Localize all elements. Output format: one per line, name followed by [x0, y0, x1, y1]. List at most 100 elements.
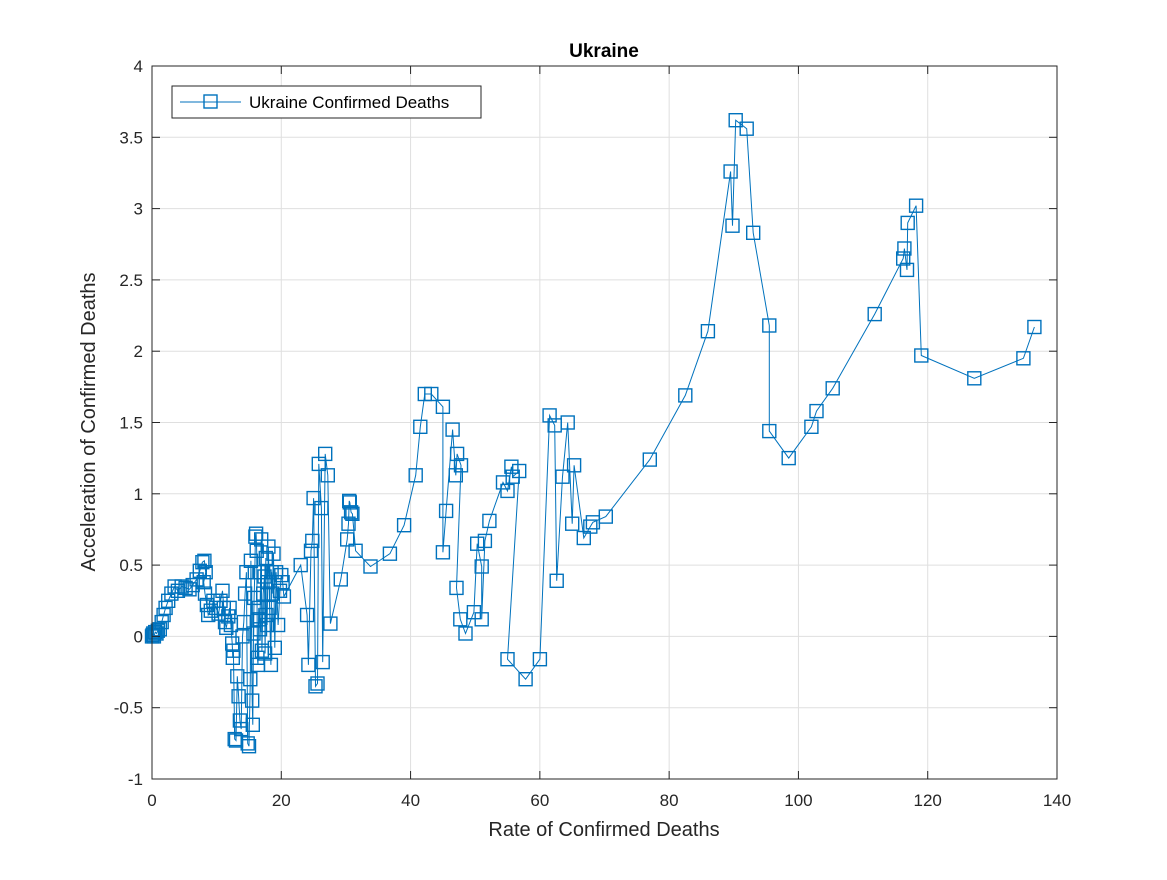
- data-point: [342, 495, 357, 510]
- data-point: [333, 572, 348, 587]
- data-point: [598, 509, 613, 524]
- chart-title: Ukraine: [569, 41, 639, 62]
- data-point: [256, 586, 271, 601]
- legend-marker-square: [203, 94, 218, 109]
- data-point: [396, 518, 412, 533]
- data-point: [896, 251, 911, 266]
- data-point: [235, 629, 250, 644]
- data-point: [500, 483, 515, 499]
- data-point: [343, 505, 359, 520]
- data-point: [566, 458, 582, 473]
- data-point: [197, 586, 213, 601]
- data-point: [449, 580, 464, 596]
- y-tick-label: 0.5: [119, 556, 143, 575]
- data-point: [723, 164, 738, 179]
- data-point: [263, 657, 279, 673]
- data-point: [725, 218, 740, 233]
- data-point: [435, 545, 451, 560]
- data-point: [149, 626, 164, 641]
- data-point: [348, 543, 363, 558]
- data-point: [323, 616, 338, 631]
- data-point: [424, 386, 439, 402]
- data-point: [746, 225, 761, 241]
- data-point: [867, 306, 882, 322]
- data-point: [152, 622, 168, 637]
- data-point: [914, 348, 929, 363]
- y-tick-label: 3.5: [119, 128, 143, 147]
- data-point: [500, 652, 515, 667]
- data-point: [241, 739, 257, 754]
- data-point: [248, 526, 264, 541]
- data-point: [258, 550, 273, 566]
- data-point: [249, 543, 264, 558]
- data-point: [340, 532, 355, 547]
- data-point: [150, 623, 166, 638]
- data-point: [458, 626, 473, 641]
- data-point: [308, 679, 323, 694]
- series-layer: [144, 112, 1042, 754]
- y-tick-label: 3: [134, 200, 143, 219]
- data-point: [762, 318, 777, 333]
- data-point: [257, 646, 273, 661]
- y-tick-label: 1: [134, 485, 143, 504]
- data-point: [804, 419, 819, 434]
- data-point: [532, 652, 548, 667]
- data-point: [899, 262, 915, 278]
- y-tick-label: 2: [134, 342, 143, 361]
- data-point: [185, 577, 200, 593]
- data-point: [470, 536, 485, 551]
- data-point: [265, 586, 280, 601]
- y-tick-label: 4: [134, 57, 143, 76]
- data-point: [542, 408, 557, 423]
- x-tick-label: 0: [147, 791, 156, 810]
- data-point: [267, 640, 282, 655]
- data-point: [642, 452, 657, 467]
- data-point: [245, 717, 261, 732]
- x-axis-label: Rate of Confirmed Deaths: [488, 819, 719, 841]
- data-point: [762, 423, 777, 439]
- data-point: [1016, 351, 1031, 366]
- x-tick-label: 60: [530, 791, 549, 810]
- data-point: [270, 617, 286, 633]
- data-point: [825, 381, 840, 396]
- y-axis-label: Acceleration of Confirmed Deaths: [78, 272, 100, 571]
- x-tick-label: 40: [401, 791, 420, 810]
- data-point: [453, 458, 469, 473]
- data-point: [239, 565, 254, 580]
- x-tick-label: 140: [1043, 791, 1071, 810]
- data-point: [244, 693, 260, 708]
- data-point: [382, 546, 398, 561]
- data-point: [197, 553, 212, 568]
- data-point: [408, 468, 423, 483]
- data-point: [345, 506, 360, 521]
- data-point: [299, 607, 315, 623]
- data-point: [272, 583, 288, 598]
- data-point: [967, 371, 982, 386]
- data-point: [215, 583, 230, 598]
- data-point: [565, 516, 580, 531]
- data-point: [900, 215, 915, 231]
- data-point: [781, 450, 796, 466]
- data-point: [474, 612, 489, 627]
- data-point: [305, 533, 320, 549]
- data-point: [222, 600, 237, 616]
- data-point: [303, 543, 319, 558]
- x-tick-label: 80: [660, 791, 679, 810]
- data-point: [160, 593, 176, 608]
- y-tick-label: 1.5: [119, 414, 143, 433]
- data-point: [246, 590, 262, 606]
- y-tick-label: -1: [128, 770, 143, 789]
- data-point: [170, 583, 186, 598]
- data-point: [226, 643, 241, 658]
- data-point: [448, 468, 463, 483]
- data-point: [198, 565, 213, 580]
- data-point: [259, 617, 275, 633]
- data-point: [318, 446, 333, 462]
- ticks: 0 20 40 60 80 100 120 140 -1 -0.5 0 0.5 1 1.5 2 2.5 3 3.5…: [114, 57, 1071, 810]
- data-point: [504, 459, 519, 474]
- data-point: [438, 503, 454, 519]
- data-point: [266, 546, 281, 561]
- data-point: [583, 519, 598, 534]
- data-point: [495, 475, 511, 490]
